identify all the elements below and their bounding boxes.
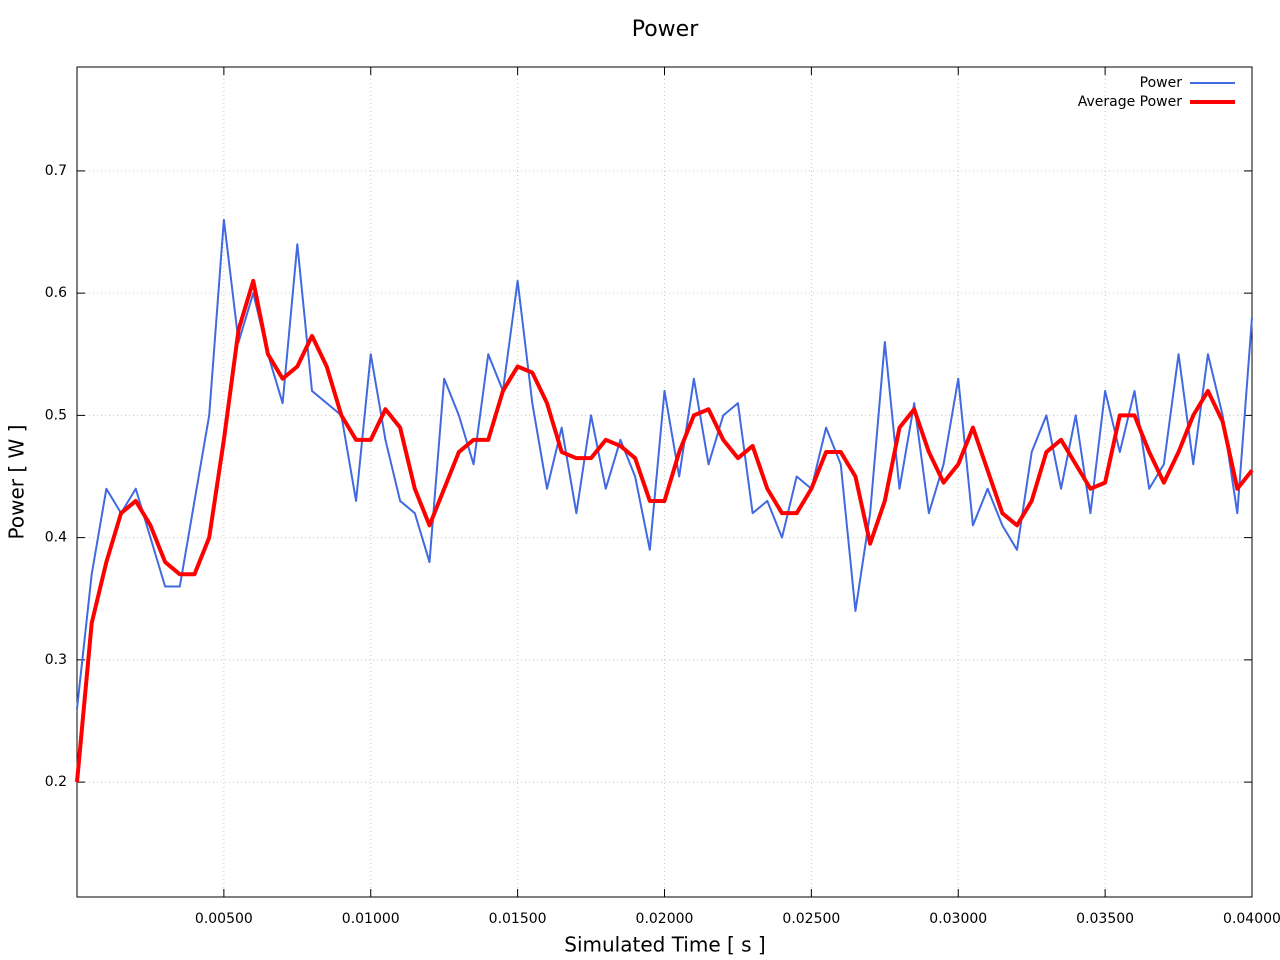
x-axis-label: Simulated Time [ s ] bbox=[564, 933, 765, 957]
x-tick-label: 0.01000 bbox=[342, 911, 400, 927]
series-line bbox=[76, 218, 1253, 709]
x-tick-label: 0.00500 bbox=[195, 911, 253, 927]
y-tick-label: 0.7 bbox=[45, 163, 67, 179]
x-tick-label: 0.03500 bbox=[1076, 911, 1134, 927]
x-tick-label: 0.03000 bbox=[929, 911, 987, 927]
series-line bbox=[75, 278, 1254, 783]
x-tick-label: 0.04000 bbox=[1223, 911, 1280, 927]
chart-title: Power bbox=[632, 17, 699, 42]
y-tick-label: 0.6 bbox=[45, 285, 67, 301]
x-tick-label: 0.01500 bbox=[489, 911, 547, 927]
y-tick-label: 0.2 bbox=[45, 774, 67, 790]
x-tick-label: 0.02000 bbox=[636, 911, 694, 927]
y-axis-label: Power [ W ] bbox=[5, 425, 29, 540]
legend-label: Average Power bbox=[1078, 94, 1183, 110]
legend-label: Power bbox=[1140, 75, 1183, 91]
y-tick-label: 0.4 bbox=[45, 530, 67, 546]
y-tick-label: 0.5 bbox=[45, 407, 67, 423]
plot-border bbox=[76, 66, 1253, 898]
x-tick-label: 0.02500 bbox=[782, 911, 840, 927]
y-tick-label: 0.3 bbox=[45, 652, 67, 668]
